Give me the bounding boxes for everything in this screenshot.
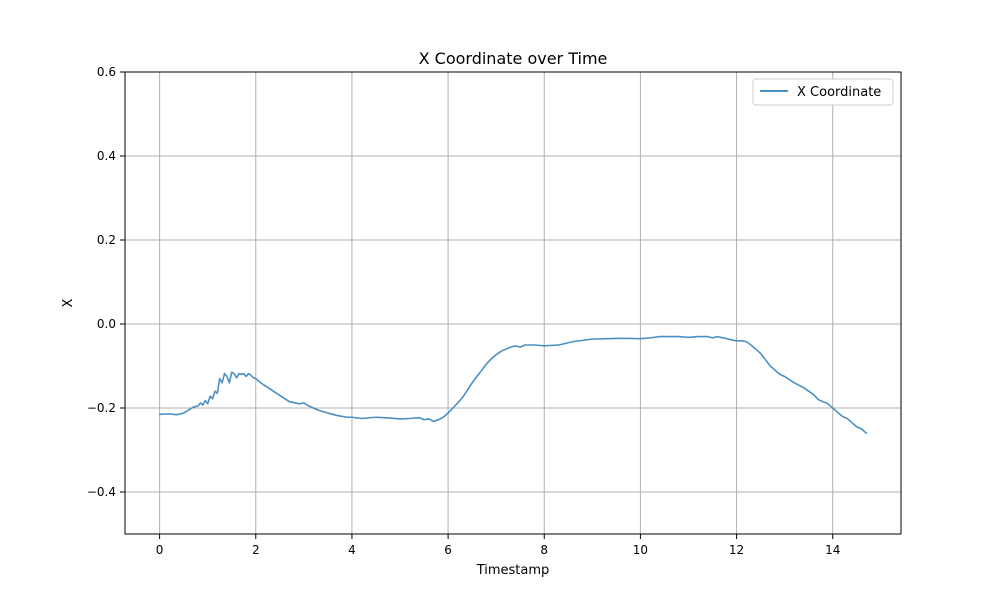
y-tick-label: −0.4 (87, 485, 116, 499)
x-tick-label: 8 (540, 543, 548, 557)
legend-entry-x-coordinate: X Coordinate (797, 85, 881, 100)
x-tick-label: 4 (348, 543, 356, 557)
x-tick-label: 2 (252, 543, 260, 557)
y-axis-ticks: −0.4 −0.2 0.0 0.2 0.4 0.6 (87, 65, 125, 499)
plot-area (125, 72, 901, 534)
y-tick-label: 0.0 (97, 317, 116, 331)
x-tick-label: 0 (156, 543, 164, 557)
x-tick-label: 10 (633, 543, 648, 557)
x-axis-ticks: 0 2 4 6 8 10 12 14 (156, 534, 840, 557)
y-tick-label: −0.2 (87, 401, 116, 415)
x-tick-label: 14 (825, 543, 840, 557)
x-tick-label: 12 (729, 543, 744, 557)
y-tick-label: 0.4 (97, 149, 116, 163)
x-tick-label: 6 (444, 543, 452, 557)
legend: X Coordinate (752, 78, 894, 106)
x-axis-label: Timestamp (476, 563, 550, 578)
series-line-x-coordinate (158, 335, 868, 434)
y-tick-label: 0.6 (97, 65, 116, 79)
legend-box (752, 78, 894, 106)
y-axis-label: X (61, 298, 76, 307)
chart-title: X Coordinate over Time (419, 49, 608, 68)
plot-border (124, 71, 902, 535)
y-tick-label: 0.2 (97, 233, 116, 247)
